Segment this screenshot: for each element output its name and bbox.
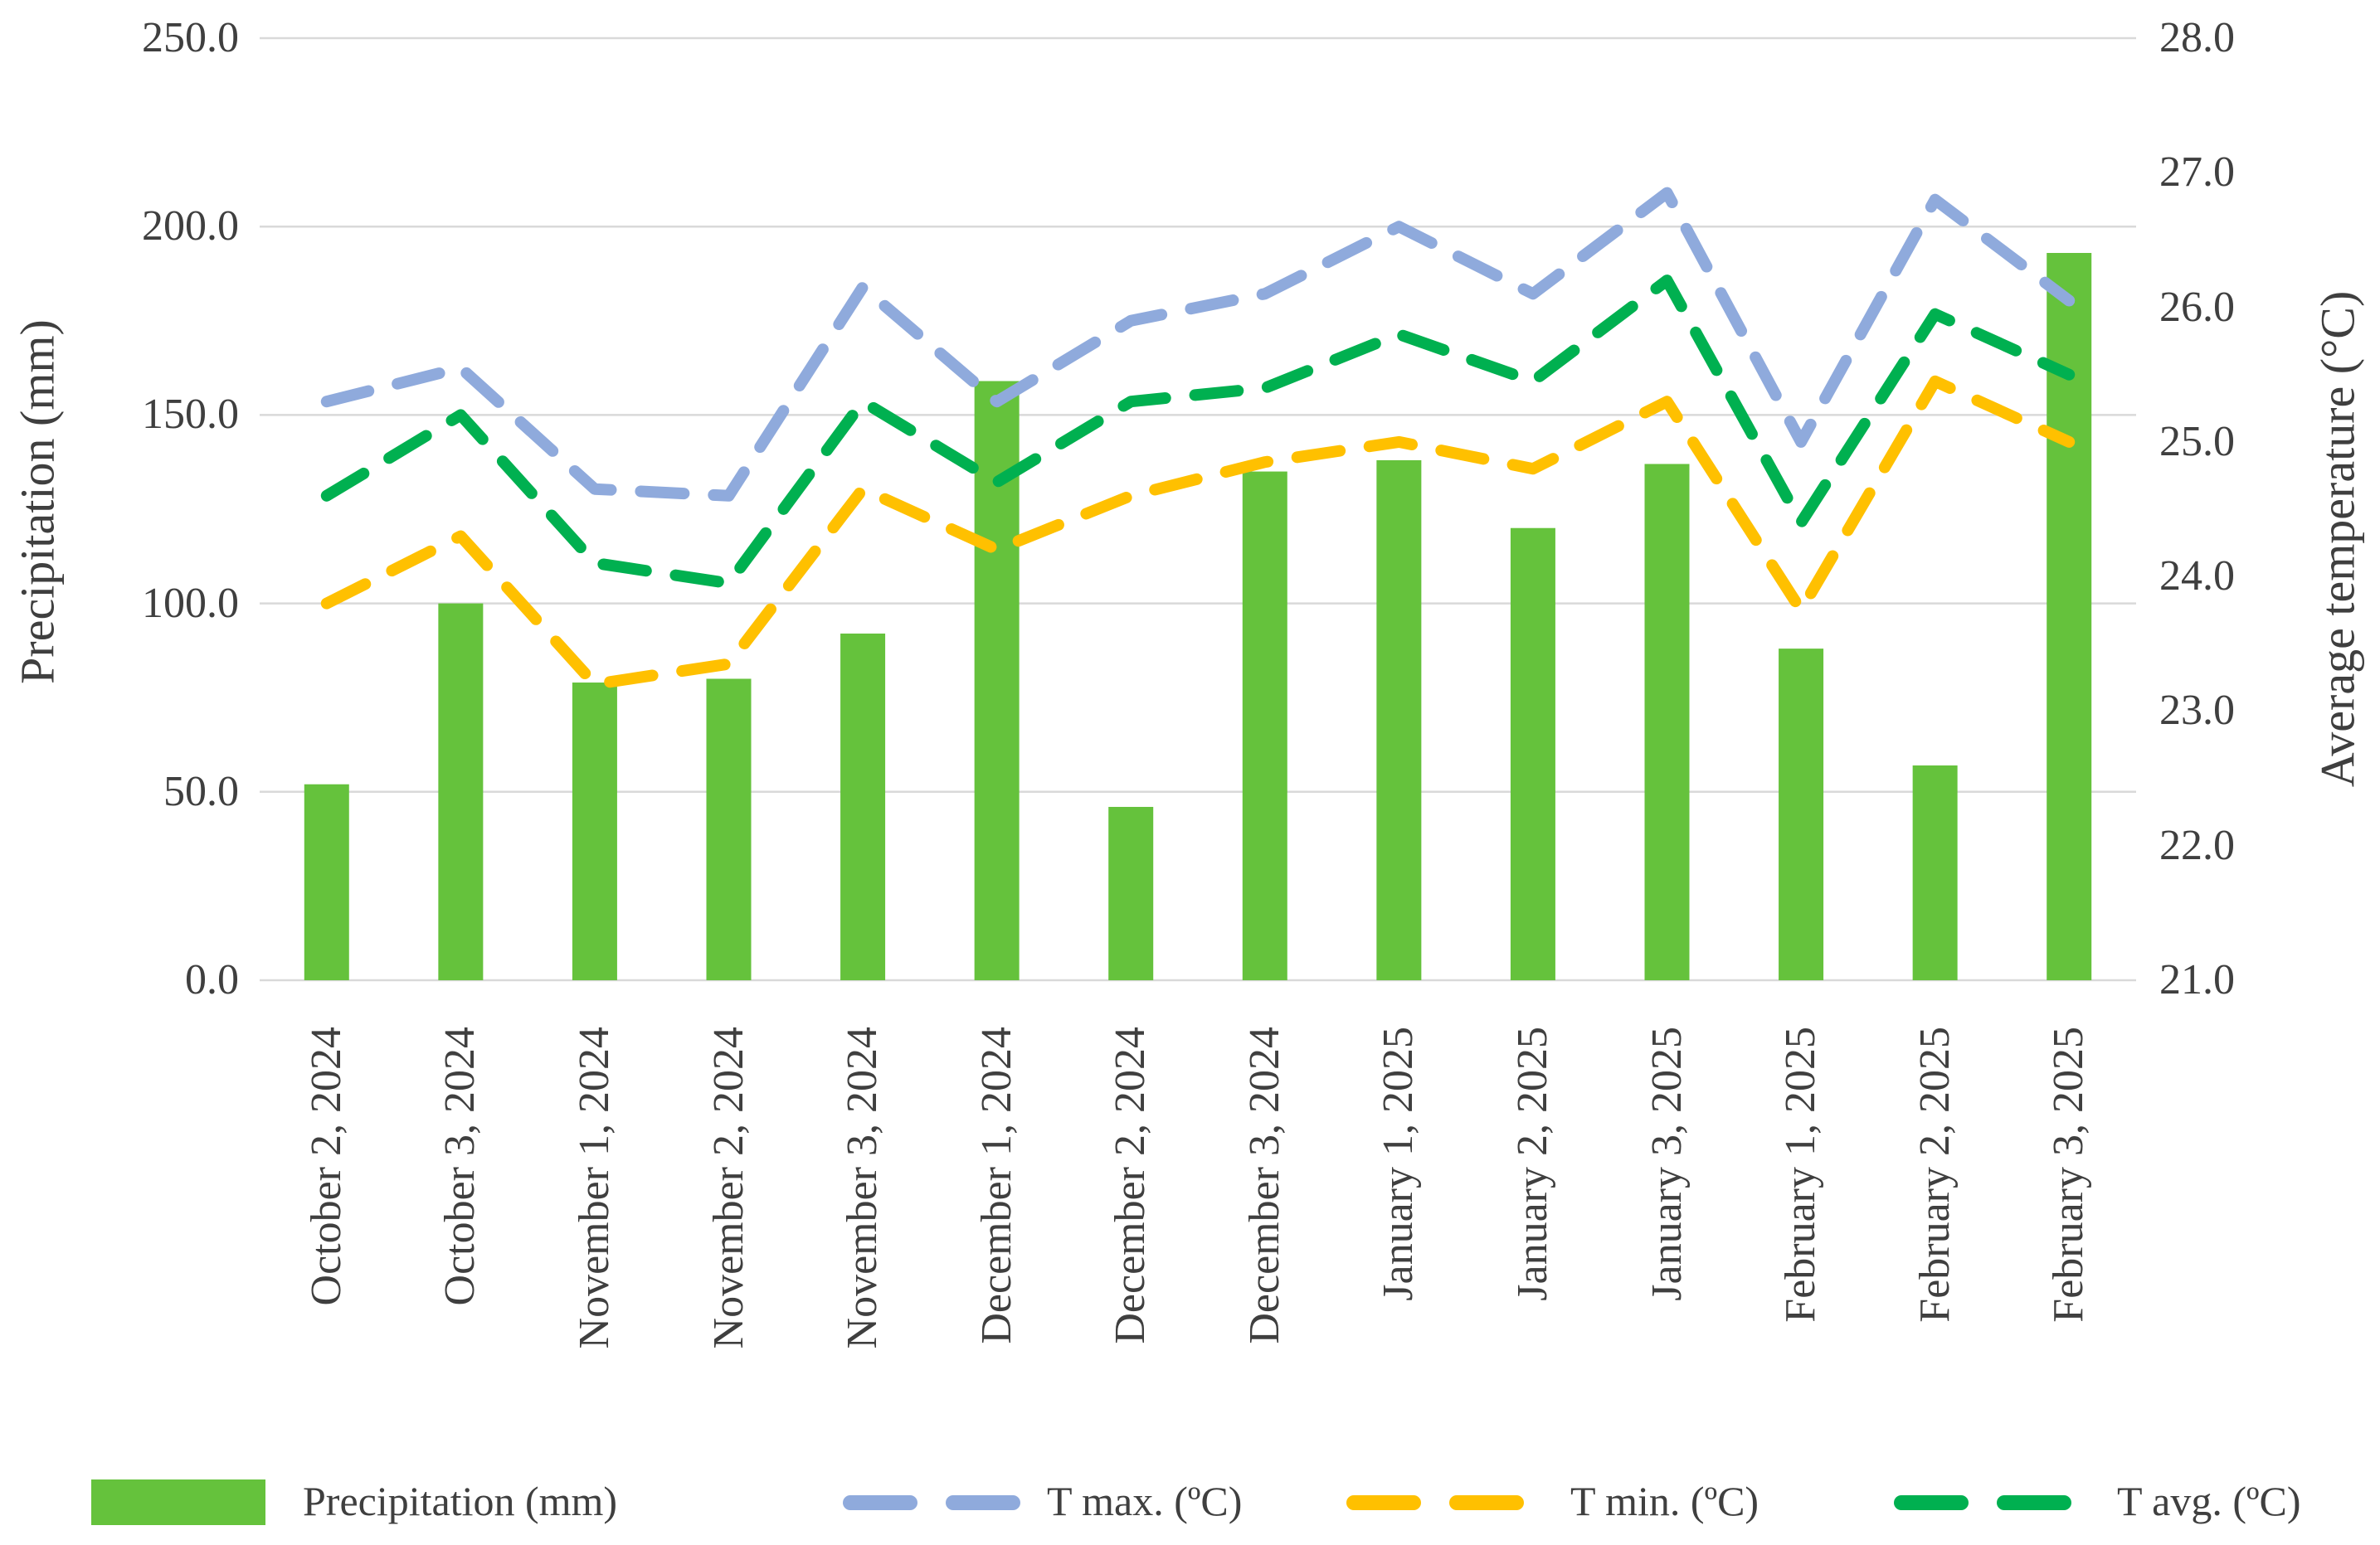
line-t-avg-c- — [320, 275, 2076, 590]
left-axis-tick-label: 200.0 — [142, 202, 239, 250]
legend-swatch-tmax — [843, 1495, 1020, 1510]
precipitation-bar — [840, 633, 886, 980]
precipitation-bar — [1779, 649, 1824, 980]
left-axis-title: Precipitation (mm) — [10, 319, 65, 684]
x-axis-label: November 1, 2024 — [570, 1027, 618, 1349]
right-axis-tick-label: 26.0 — [2159, 283, 2235, 331]
left-axis-tick-label: 250.0 — [142, 14, 239, 61]
precipitation-bar — [1912, 765, 1958, 980]
precipitation-bars — [304, 253, 2092, 980]
right-axis-tick-label: 25.0 — [2159, 417, 2235, 465]
x-axis-label: October 2, 2024 — [302, 1027, 350, 1306]
precipitation-bar — [1108, 806, 1154, 980]
legend-label-precipitation: Precipitation (mm) — [303, 1478, 618, 1524]
right-axis-tick-label: 23.0 — [2159, 687, 2235, 735]
x-axis-label: November 3, 2024 — [839, 1027, 887, 1349]
legend-swatch-precipitation — [91, 1479, 265, 1525]
precipitation-bar — [572, 683, 617, 980]
legend-label-tavg: T avg. (ºC) — [2117, 1478, 2301, 1524]
x-axis-label: February 2, 2025 — [1910, 1027, 1959, 1323]
legend-swatch-tmin — [1346, 1495, 1524, 1510]
x-axis-label: January 2, 2025 — [1508, 1027, 1556, 1301]
left-axis-tick-label: 150.0 — [142, 391, 239, 439]
left-axis-tick-label: 100.0 — [142, 579, 239, 627]
precipitation-bar — [1376, 459, 1422, 980]
x-axis-label: December 2, 2024 — [1107, 1027, 1155, 1344]
precipitation-bar — [1644, 464, 1690, 980]
x-axis-label: December 1, 2024 — [972, 1027, 1020, 1344]
x-axis-label: February 3, 2025 — [2045, 1027, 2093, 1323]
x-axis-label: November 2, 2024 — [704, 1027, 752, 1349]
x-axis-label: October 3, 2024 — [436, 1027, 484, 1306]
line-t-min-c- — [320, 375, 2076, 690]
x-axis-label: February 1, 2025 — [1777, 1027, 1825, 1323]
right-axis-title: Average temperature (°C) — [2310, 290, 2365, 788]
precipitation-bar — [304, 784, 349, 980]
legend-label-tmax: T max. (ºC) — [1047, 1478, 1243, 1524]
legend-label-tmin: T min. (ºC) — [1570, 1478, 1759, 1524]
precipitation-bar — [1242, 471, 1287, 980]
left-axis-tick-label: 50.0 — [163, 767, 239, 815]
precipitation-bar — [438, 603, 484, 980]
x-axis-label: January 3, 2025 — [1643, 1027, 1691, 1301]
line-t-max-c- — [320, 187, 2076, 502]
precipitation-bar — [706, 678, 752, 980]
x-axis-label: January 1, 2025 — [1375, 1027, 1423, 1301]
left-axis-tick-label: 0.0 — [185, 956, 239, 1003]
right-axis-tick-label: 24.0 — [2159, 552, 2235, 600]
right-axis-tick-label: 28.0 — [2159, 14, 2235, 61]
right-axis-tick-label: 27.0 — [2159, 148, 2235, 197]
right-axis-tick-label: 22.0 — [2159, 821, 2235, 869]
x-axis-label: December 3, 2024 — [1240, 1027, 1288, 1344]
right-axis-tick-label: 21.0 — [2159, 956, 2235, 1003]
legend-swatch-tavg — [1894, 1495, 2071, 1510]
precipitation-bar — [1510, 527, 1555, 980]
